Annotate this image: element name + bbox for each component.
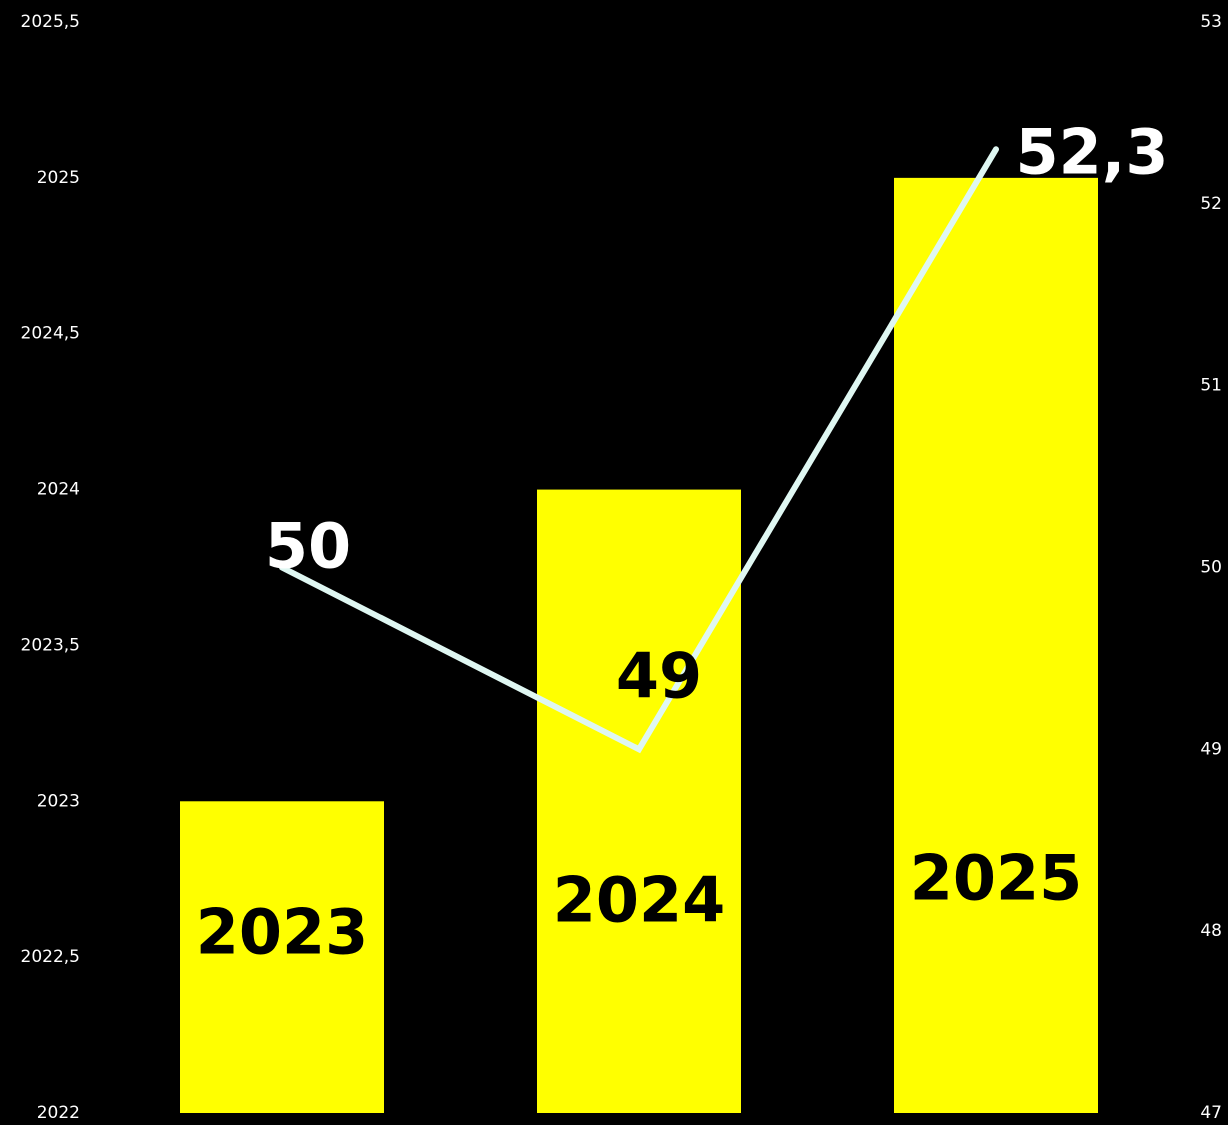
left-tick-label: 2022,5 (21, 947, 80, 967)
right-tick-label: 53 (1200, 12, 1222, 32)
bar (180, 801, 384, 1113)
right-axis: 47 48 49 50 51 52 53 (1200, 12, 1222, 1123)
right-tick-label: 48 (1200, 921, 1222, 941)
bar-data-labels: 2023 2024 2025 (196, 842, 1083, 969)
left-tick-label: 2022 (37, 1103, 80, 1123)
line-data-label: 49 (616, 640, 702, 713)
left-tick-label: 2024,5 (21, 324, 80, 344)
left-tick-label: 2025,5 (21, 12, 80, 32)
right-tick-label: 51 (1200, 376, 1222, 396)
bar (894, 177, 1098, 1113)
right-tick-label: 52 (1200, 194, 1222, 214)
right-tick-label: 50 (1200, 558, 1222, 578)
right-tick-label: 49 (1200, 739, 1222, 759)
left-tick-label: 2025 (37, 168, 80, 188)
bar-data-label: 2025 (910, 842, 1083, 915)
right-tick-label: 47 (1200, 1103, 1222, 1123)
left-tick-label: 2023 (37, 791, 80, 811)
line-data-label: 52,3 (1016, 116, 1169, 189)
line-series (279, 146, 999, 754)
bar-series (180, 177, 1098, 1114)
line-data-labels: 50 49 52,3 (265, 116, 1169, 713)
left-axis: 2022 2022,5 2023 2023,5 2024 2024,5 2025 2025,5 (21, 12, 80, 1123)
bar (537, 489, 741, 1114)
bar-data-label: 2023 (196, 896, 369, 969)
line-data-label: 50 (265, 510, 351, 583)
left-tick-label: 2024 (37, 480, 80, 500)
left-tick-label: 2023,5 (21, 635, 80, 655)
bar-data-label: 2024 (553, 864, 726, 937)
